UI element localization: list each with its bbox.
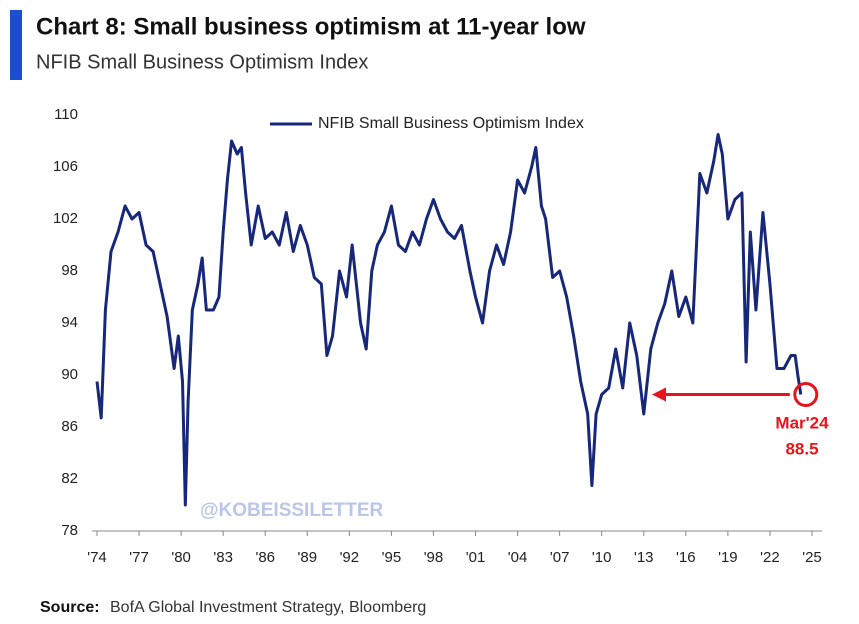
y-tick-label: 102 [53,210,78,227]
y-tick-label: 94 [61,314,78,331]
chart-subtitle: NFIB Small Business Optimism Index [36,51,368,73]
legend-label: NFIB Small Business Optimism Index [318,115,584,132]
arrow-head [652,387,666,402]
x-tick-label: '83 [213,549,233,566]
y-tick-label: 86 [61,418,78,435]
source-text: BofA Global Investment Strategy, Bloombe… [110,599,426,616]
x-tick-label: '25 [802,549,822,566]
x-tick-label: '92 [340,549,360,566]
y-tick-label: 106 [53,158,78,175]
x-tick-label: '98 [424,549,444,566]
y-tick-label: 98 [61,262,78,279]
x-tick-label: '89 [298,549,318,566]
title-accent [10,10,22,80]
x-tick-label: '19 [718,549,738,566]
x-tick-label: '74 [87,549,107,566]
x-tick-label: '86 [255,549,275,566]
x-tick-label: '16 [676,549,696,566]
x-tick-label: '80 [171,549,191,566]
source-label: Source: [40,599,100,616]
annotation-label: Mar'24 [775,413,829,432]
watermark: @KOBEISSILETTER [200,500,383,521]
x-tick-label: '22 [760,549,780,566]
annotation-value: 88.5 [785,439,818,458]
series-line [95,133,803,507]
chart-title: Chart 8: Small business optimism at 11-y… [36,13,586,40]
x-tick-label: '77 [129,549,149,566]
annotation-circle [793,382,819,407]
y-tick-label: 110 [54,106,78,123]
y-tick-label: 90 [61,366,78,383]
x-tick-label: '04 [508,549,528,566]
x-tick-label: '95 [382,549,402,566]
x-tick-label: '10 [592,549,612,566]
x-tick-label: '07 [550,549,570,566]
x-tick-label: '13 [634,549,654,566]
y-tick-label: 82 [61,470,78,487]
y-tick-label: 78 [61,522,78,539]
x-tick-label: '01 [466,549,486,566]
